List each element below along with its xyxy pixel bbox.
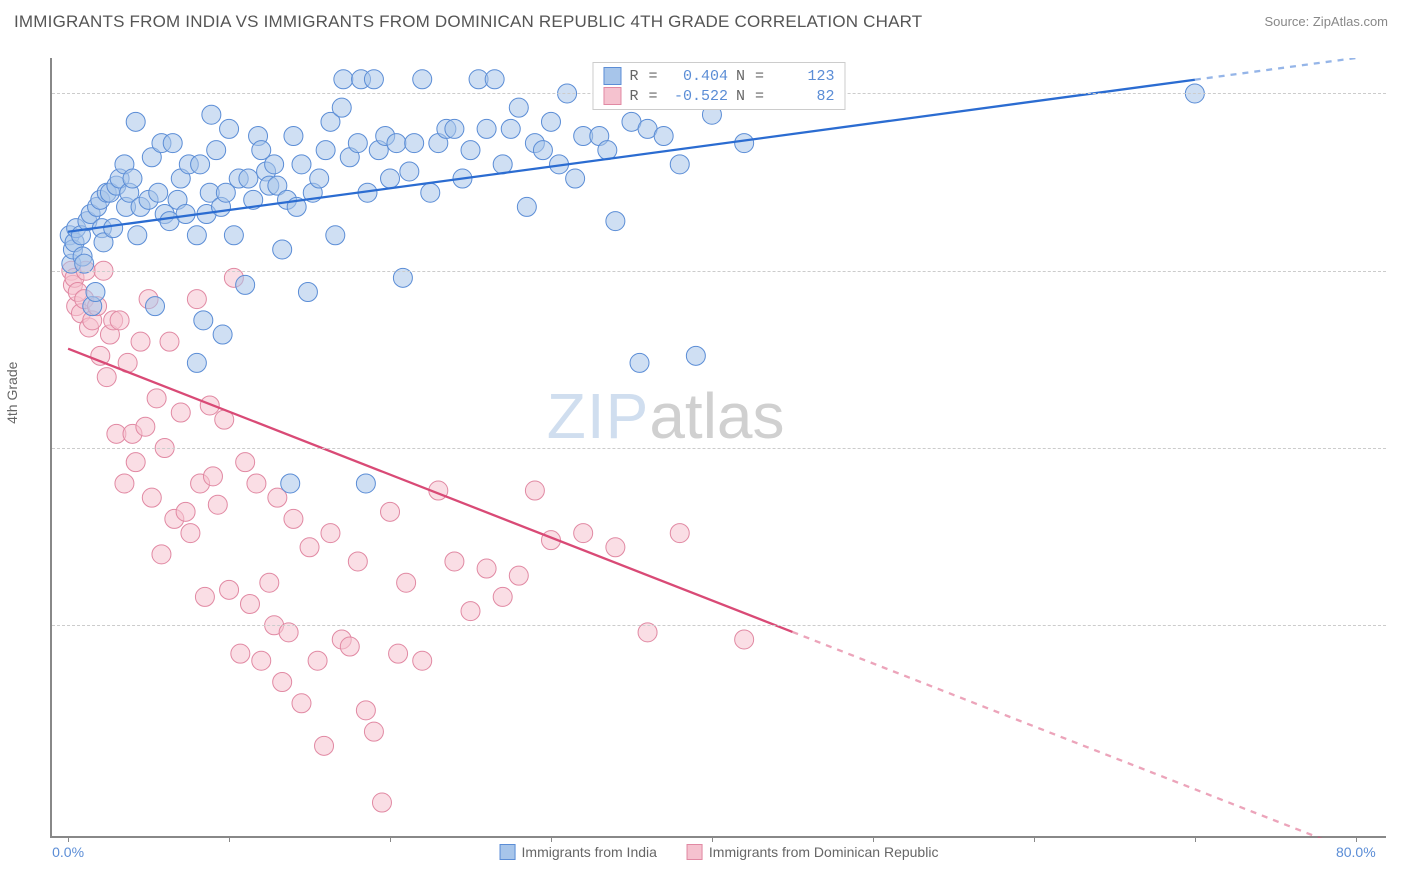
legend-swatch-dr-icon bbox=[687, 844, 703, 860]
swatch-dr-icon bbox=[603, 87, 621, 105]
n-label-b: N = bbox=[736, 88, 765, 105]
gridline bbox=[52, 448, 1386, 449]
r-value-a: 0.404 bbox=[666, 68, 728, 85]
chart-title: IMMIGRANTS FROM INDIA VS IMMIGRANTS FROM… bbox=[14, 12, 922, 32]
swatch-india-icon bbox=[603, 67, 621, 85]
series-legend: Immigrants from India Immigrants from Do… bbox=[500, 844, 939, 860]
x-tick-label: 0.0% bbox=[52, 844, 84, 860]
legend-label-india: Immigrants from India bbox=[522, 844, 657, 860]
source-label: Source: ZipAtlas.com bbox=[1264, 14, 1388, 29]
x-tick-label: 80.0% bbox=[1336, 844, 1376, 860]
correlation-legend: R = 0.404 N = 123 R = -0.522 N = 82 bbox=[592, 62, 845, 110]
r-value-b: -0.522 bbox=[666, 88, 728, 105]
r-label-b: R = bbox=[629, 88, 658, 105]
x-tick-mark bbox=[1195, 836, 1196, 842]
legend-row-b: R = -0.522 N = 82 bbox=[603, 86, 834, 106]
y-axis-label: 4th Grade bbox=[4, 362, 20, 424]
n-value-a: 123 bbox=[773, 68, 835, 85]
x-tick-mark bbox=[551, 836, 552, 842]
legend-row-a: R = 0.404 N = 123 bbox=[603, 66, 834, 86]
gridline bbox=[52, 271, 1386, 272]
x-tick-mark bbox=[229, 836, 230, 842]
legend-item-india: Immigrants from India bbox=[500, 844, 657, 860]
x-tick-mark bbox=[1356, 836, 1357, 842]
legend-swatch-india-icon bbox=[500, 844, 516, 860]
x-tick-mark bbox=[873, 836, 874, 842]
n-value-b: 82 bbox=[773, 88, 835, 105]
x-tick-mark bbox=[390, 836, 391, 842]
r-label-a: R = bbox=[629, 68, 658, 85]
x-tick-mark bbox=[712, 836, 713, 842]
x-tick-mark bbox=[68, 836, 69, 842]
n-label-a: N = bbox=[736, 68, 765, 85]
legend-item-dr: Immigrants from Dominican Republic bbox=[687, 844, 939, 860]
gridline bbox=[52, 625, 1386, 626]
x-tick-mark bbox=[1034, 836, 1035, 842]
legend-label-dr: Immigrants from Dominican Republic bbox=[709, 844, 939, 860]
plot-area: 4th Grade ZIPatlas 92.5%95.0%97.5%100.0%… bbox=[50, 58, 1386, 838]
